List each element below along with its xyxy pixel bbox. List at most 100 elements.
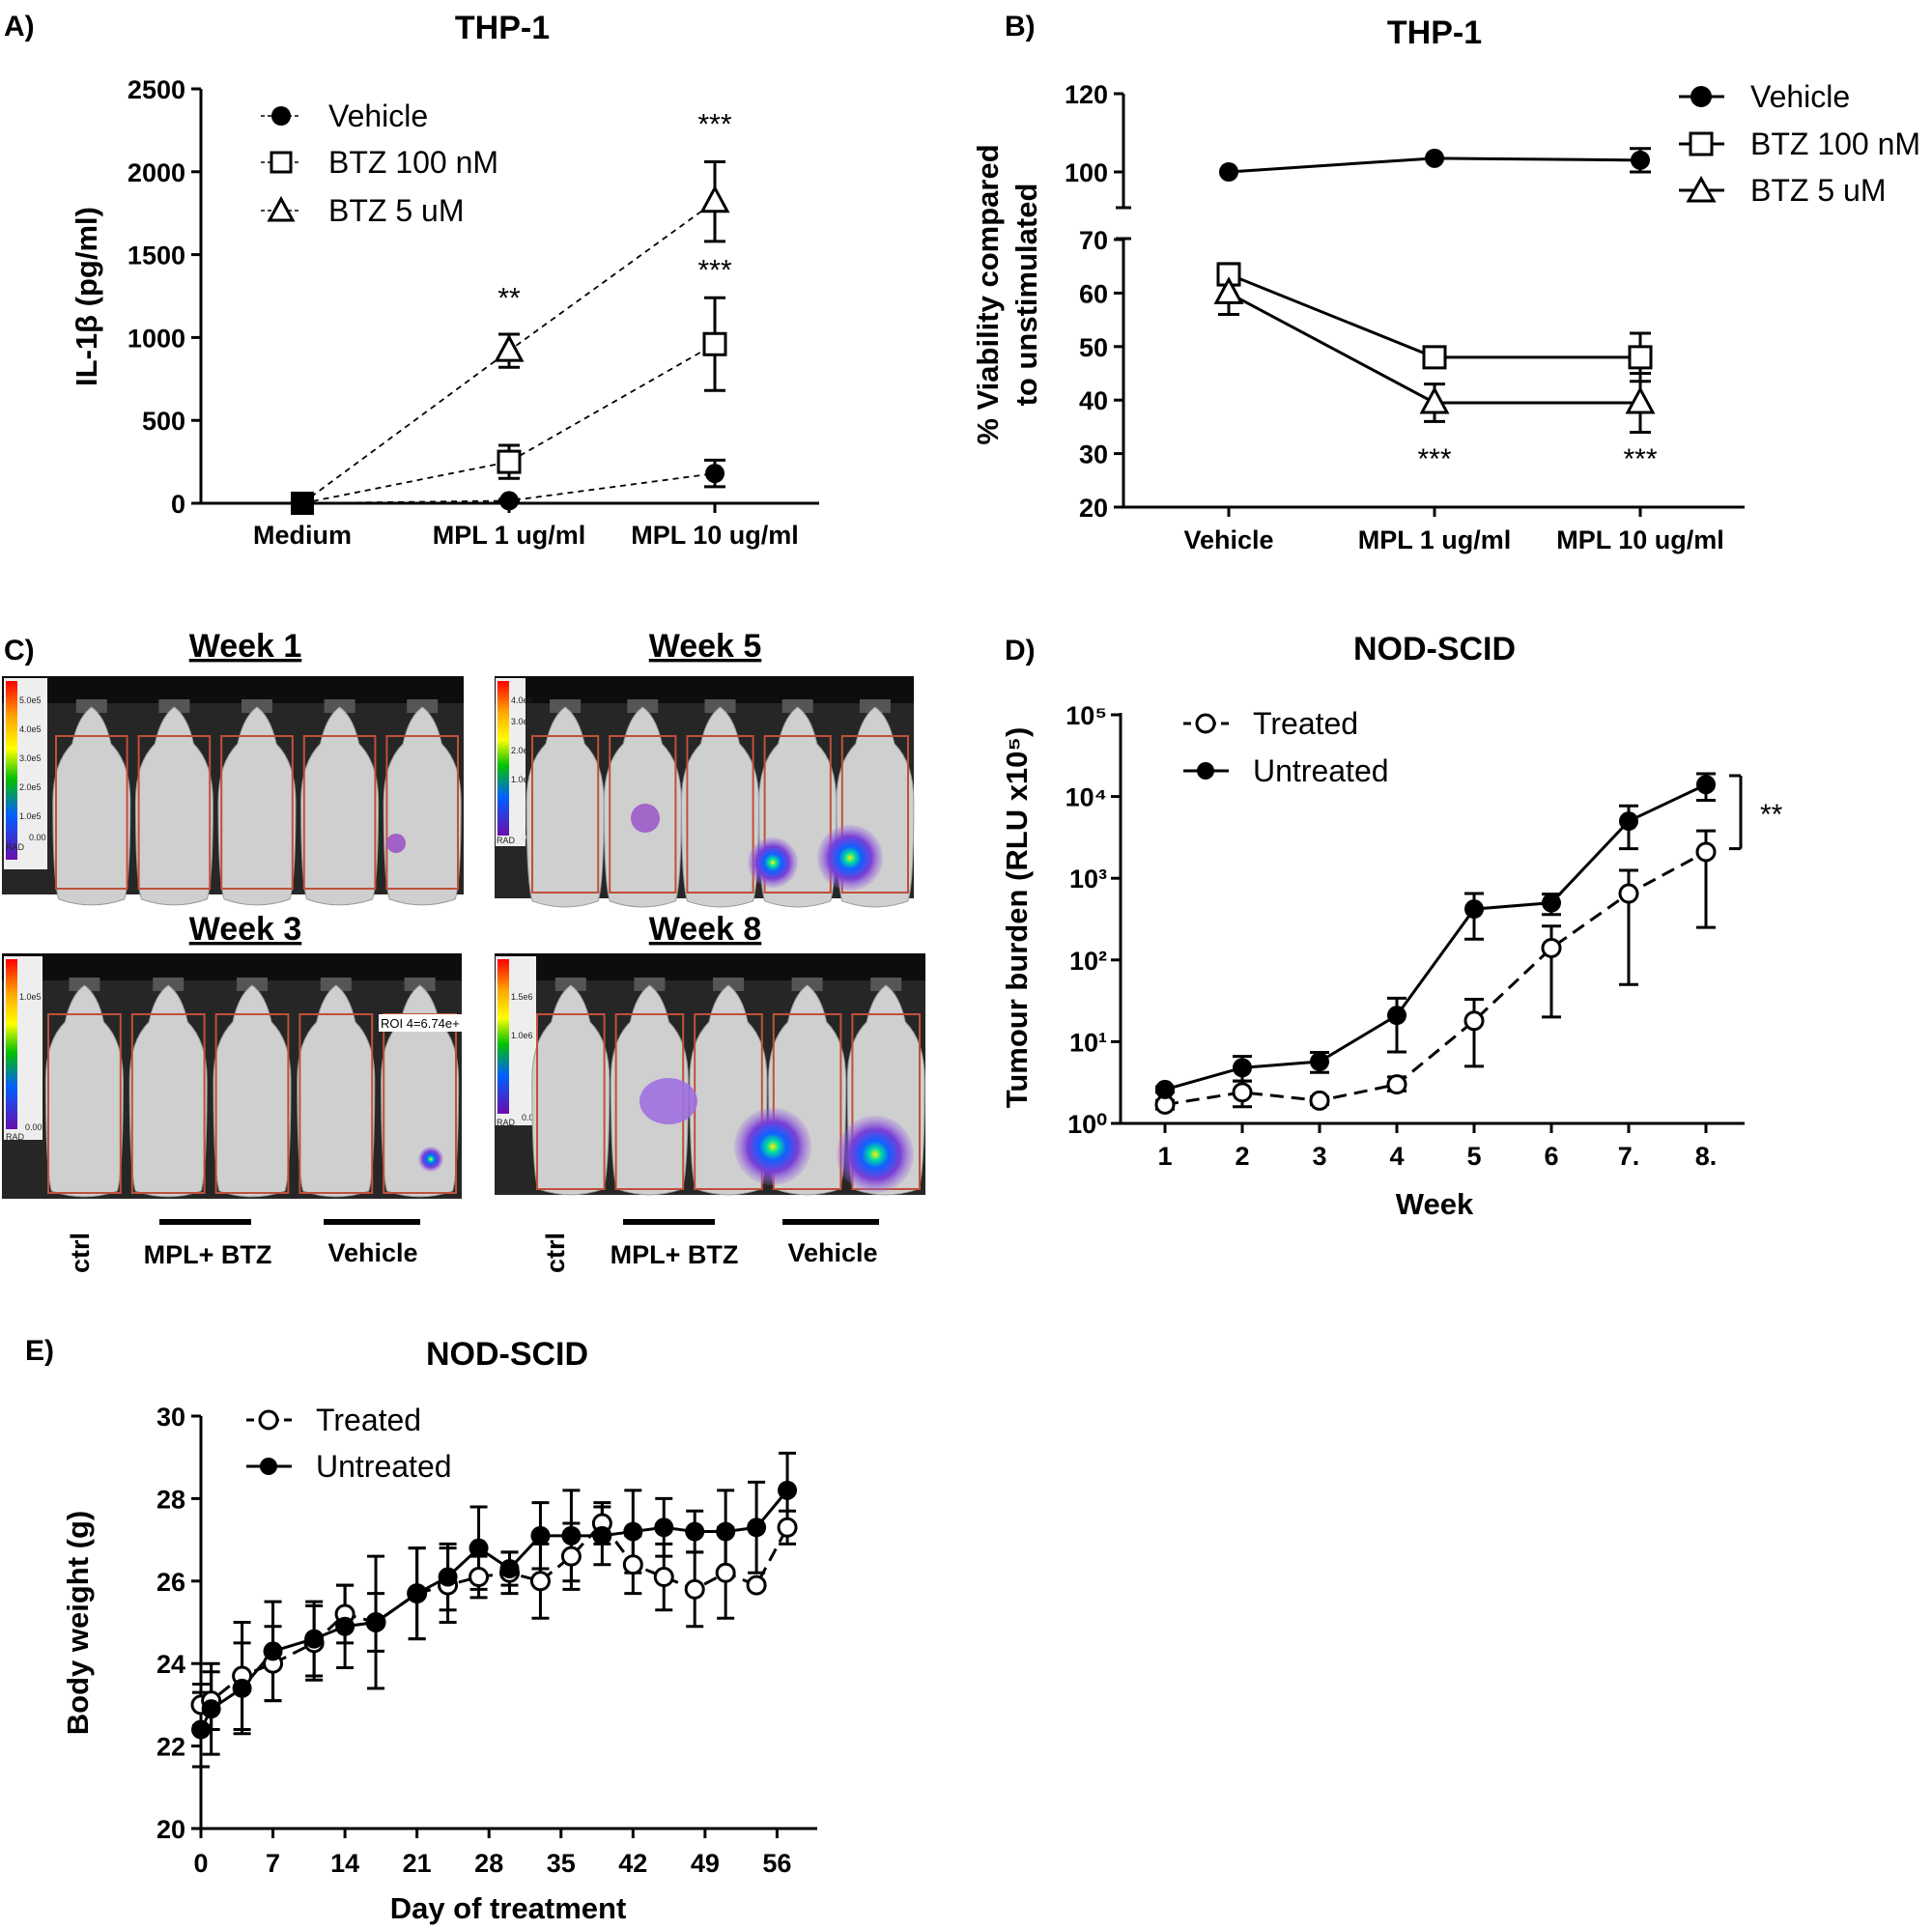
chart-b-xtick-label: Vehicle: [1183, 525, 1273, 554]
chart-d-xtick-label: 2: [1235, 1142, 1249, 1171]
chart-d-xtick-label: 6: [1544, 1142, 1558, 1171]
chart-e-point: [335, 1616, 355, 1636]
chart-d-xlabel: Week: [1396, 1187, 1474, 1221]
chart-a-ytick-label: 1000: [128, 324, 185, 353]
svg-text:1.0e6: 1.0e6: [511, 775, 533, 784]
week-8-title: Week 8: [649, 911, 762, 948]
chart-a-ytick-label: 2500: [128, 75, 185, 104]
svg-text:0.00: 0.00: [522, 1113, 539, 1122]
mouse-nosecone: [158, 699, 190, 713]
roi-box: [130, 1013, 206, 1194]
chart-b-xtick-label: MPL 10 ug/ml: [1556, 525, 1724, 554]
chart-b-ytick-label: 30: [1079, 440, 1108, 469]
chart-d-point: [1386, 1074, 1407, 1095]
chart-d-point: [1618, 883, 1639, 904]
week-3-color-scale: [6, 959, 17, 1129]
chart-b-point: [1422, 345, 1447, 370]
legend-b-btz5: BTZ 5 uM: [1750, 173, 1886, 208]
chart-b-significance: ***: [1623, 443, 1657, 475]
svg-text:3.0e6: 3.0e6: [511, 717, 533, 726]
chart-e-point: [747, 1518, 767, 1538]
panel-a-letter: A): [4, 11, 35, 43]
roi-box: [47, 1013, 122, 1194]
chart-d-ylabel: Tumour burden (RLU x10⁵): [1000, 727, 1034, 1109]
chart-d-series-line: [1164, 782, 1707, 1092]
chart-d-point: [1155, 1079, 1175, 1099]
chart-e-xtick-label: 0: [193, 1849, 208, 1878]
week-5-signal-treated: [631, 804, 660, 833]
mouse-nosecone: [550, 699, 582, 713]
chart-e-series-line: [200, 1520, 789, 1707]
mouse-nosecone: [634, 978, 666, 991]
roi-box: [536, 1013, 606, 1190]
roi-label: ROI 4=6.74e+: [381, 1016, 460, 1031]
mouse-nosecone: [859, 699, 891, 713]
legend-a-btz100: BTZ 100 nM: [328, 145, 498, 180]
chart-d: 10⁰ 10¹ 10² 10³ 10⁴ 10⁵ 1 2 3 4 5 6 7. 8. ** Tumour …: [1000, 701, 1783, 1221]
svg-text:0.00: 0.00: [25, 1122, 43, 1132]
chart-a-significance: **: [497, 283, 521, 315]
mouse-nosecone: [320, 978, 352, 991]
chart-e-point: [560, 1546, 582, 1567]
chart-e-point: [263, 1641, 283, 1661]
roi-box: [220, 735, 294, 890]
chart-e-ytick-label: 20: [156, 1815, 185, 1844]
chart-e-ytick-label: 28: [156, 1485, 185, 1514]
chart-e-point: [684, 1578, 705, 1600]
svg-text:RAD: RAD: [497, 836, 516, 845]
chart-e-ytick-label: 24: [156, 1650, 185, 1679]
chart-a-ytick-label: 500: [142, 407, 185, 436]
chart-b-ytick-label: 120: [1065, 80, 1108, 109]
chart-e-ytick-label: 30: [156, 1403, 185, 1432]
legend-b-btz100-marker: [1689, 131, 1714, 156]
roi-box: [686, 735, 754, 894]
svg-text:2.0e6: 2.0e6: [511, 746, 533, 755]
legend-d-treated-marker: [1195, 713, 1216, 734]
svg-text:4.0e6: 4.0e6: [511, 695, 533, 705]
chart-e-point: [469, 1567, 490, 1588]
mouse-silhouette: [680, 706, 760, 908]
group-label-treated-left: MPL+ BTZ: [144, 1240, 272, 1269]
roi-box: [531, 735, 600, 894]
mouse-nosecone: [75, 699, 107, 713]
mouse-silhouette: [297, 984, 376, 1198]
roi-box: [214, 1013, 290, 1194]
chart-e-point: [191, 1719, 211, 1740]
mouse-nosecone: [704, 699, 736, 713]
svg-text:4.0e5: 4.0e5: [19, 724, 42, 734]
chart-d-ytick-label: 10¹: [1069, 1028, 1107, 1057]
chart-d-point: [1310, 1052, 1329, 1072]
chart-e-point: [407, 1583, 427, 1603]
week-8-color-scale: [497, 959, 509, 1114]
mouse-silhouette: [134, 706, 213, 906]
chart-a-legend: Vehicle BTZ 100 nM BTZ 5 uM: [261, 99, 498, 228]
chart-b-point: [1219, 162, 1238, 182]
chart-a-significance: ***: [697, 254, 731, 286]
chart-e-xtick-label: 7: [266, 1849, 280, 1878]
chart-d-point: [1232, 1082, 1253, 1103]
chart-b-ytick-label: 20: [1079, 494, 1108, 523]
week-8-signal-vehicle-1: [734, 1108, 811, 1185]
legend-btz100-marker: [270, 151, 293, 174]
legend-b-btz5-marker: [1686, 175, 1717, 203]
chart-d-significance: **: [1760, 799, 1783, 831]
chart-e-xtick-label: 28: [474, 1849, 503, 1878]
chart-b-ytick-label: 40: [1079, 386, 1108, 415]
week-3-image: 1.0e5 0.00 RAD ROI 4=6.74e+: [2, 953, 462, 1199]
chart-e-point: [232, 1678, 252, 1698]
chart-e-point: [778, 1480, 798, 1500]
group-label-treated-right: MPL+ BTZ: [611, 1240, 739, 1269]
legend-a-btz5: BTZ 5 uM: [328, 193, 464, 228]
svg-text:3.0e5: 3.0e5: [19, 753, 42, 763]
legend-b-vehicle: Vehicle: [1750, 79, 1850, 114]
panel-e-letter: E): [25, 1335, 54, 1367]
panel-b-title: THP-1: [1387, 14, 1482, 51]
panel-e-title: NOD-SCID: [426, 1336, 588, 1373]
chart-e-point: [304, 1629, 325, 1649]
chart-d-point: [1233, 1058, 1252, 1078]
svg-text:1.0e5: 1.0e5: [19, 992, 42, 1002]
chart-a-point: [702, 331, 727, 356]
mouse-nosecone: [627, 699, 659, 713]
chart-b-legend: Vehicle BTZ 100 nM BTZ 5 uM: [1679, 79, 1920, 208]
roi-box: [137, 735, 212, 890]
